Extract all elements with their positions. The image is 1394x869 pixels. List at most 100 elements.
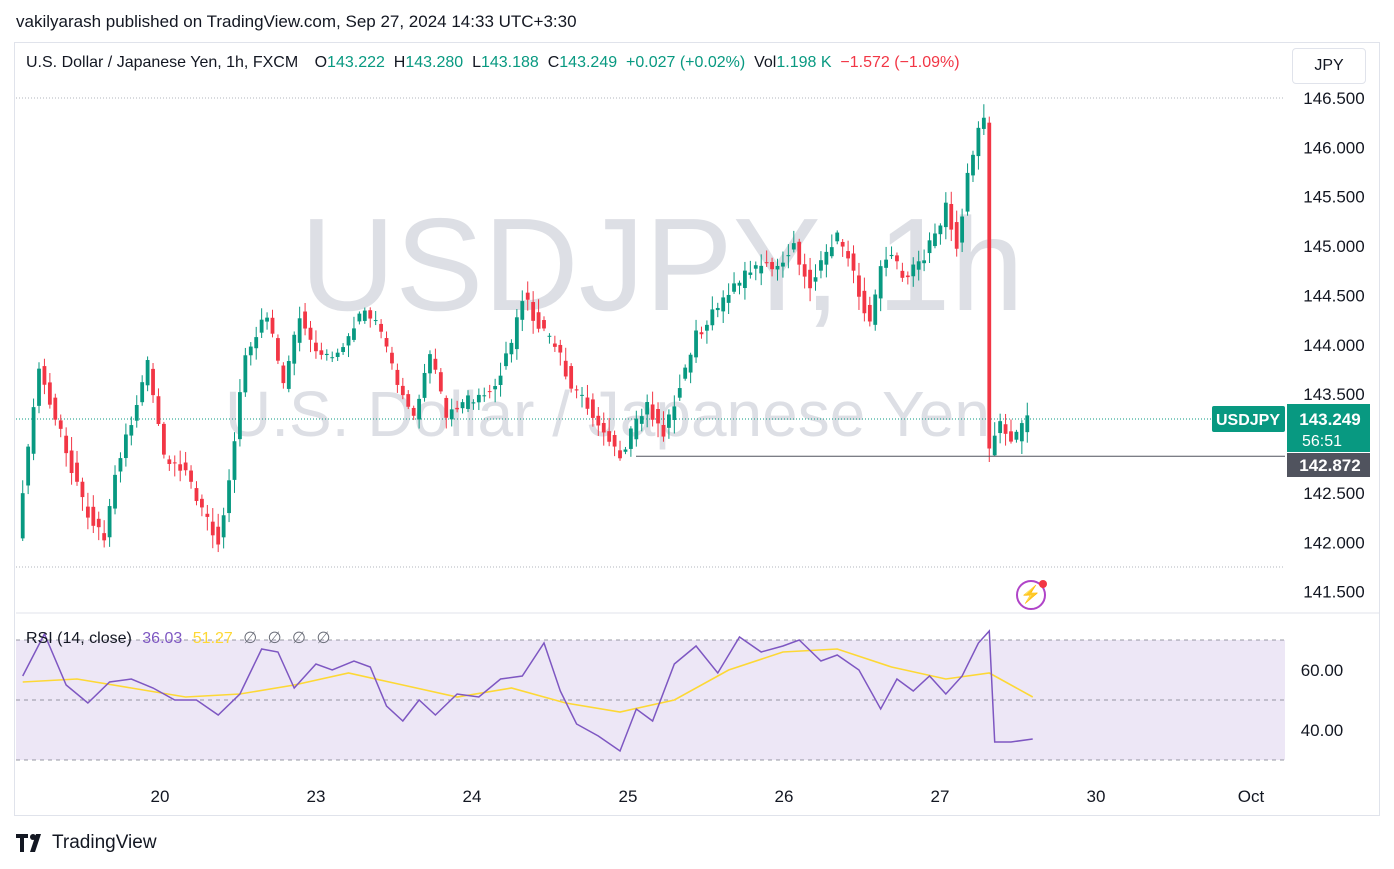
candle-body bbox=[487, 391, 492, 393]
price-axis-label: 145.500 bbox=[1303, 188, 1364, 207]
candle-body bbox=[330, 357, 335, 359]
low-price-tag bbox=[1287, 453, 1370, 477]
candle-body bbox=[878, 266, 883, 299]
candle-body bbox=[107, 506, 112, 538]
candle-body bbox=[151, 368, 155, 396]
candle-body bbox=[960, 216, 965, 243]
candle-body bbox=[563, 360, 568, 377]
flash-icon[interactable]: ⚡ bbox=[1016, 580, 1047, 610]
candle-body bbox=[520, 301, 525, 320]
candle-body bbox=[813, 277, 818, 282]
candle-body bbox=[96, 518, 101, 528]
candle-body bbox=[91, 506, 96, 526]
candle-body bbox=[580, 394, 584, 396]
candle-body bbox=[656, 409, 660, 424]
candle-body bbox=[259, 319, 264, 333]
candle-body bbox=[341, 347, 345, 352]
candle-body bbox=[922, 260, 927, 264]
legend-open-value: 143.222 bbox=[327, 54, 385, 71]
candle-body bbox=[976, 127, 981, 157]
candle-body bbox=[172, 462, 177, 464]
candle-body bbox=[525, 292, 530, 300]
candle-body bbox=[183, 462, 188, 471]
candle-body bbox=[770, 262, 774, 270]
rsi-axis-label: 40.00 bbox=[1301, 721, 1344, 740]
candle-body bbox=[221, 515, 226, 538]
candle-body bbox=[504, 353, 508, 367]
candle-body bbox=[319, 350, 324, 355]
candle-body bbox=[1009, 431, 1013, 442]
time-axis-label: 30 bbox=[1087, 787, 1106, 806]
candle-body bbox=[911, 264, 916, 277]
candle-body bbox=[362, 310, 367, 321]
candle-body bbox=[846, 251, 850, 259]
footer-brand: TradingView bbox=[52, 832, 157, 853]
candle-body bbox=[607, 431, 612, 442]
time-axis-label: 26 bbox=[775, 787, 794, 806]
candle-body bbox=[53, 397, 58, 420]
candle-body bbox=[981, 117, 986, 129]
candle-body bbox=[26, 446, 31, 486]
rsi-legend: RSI (14, close) 36.03 51.27 ∅ ∅ ∅ ∅ bbox=[26, 628, 330, 648]
time-axis-label: 25 bbox=[619, 787, 638, 806]
candle-body bbox=[390, 352, 394, 364]
candle-body bbox=[819, 260, 823, 271]
time-axis-label: 27 bbox=[931, 787, 950, 806]
candle-body bbox=[726, 294, 731, 303]
candle-body bbox=[835, 232, 840, 242]
candle-body bbox=[254, 337, 259, 349]
legend-volume-value: 1.198 K bbox=[776, 54, 832, 71]
rsi-na-2: ∅ bbox=[267, 630, 282, 647]
candle-body bbox=[156, 396, 161, 424]
candle-body bbox=[384, 338, 389, 347]
candle-body bbox=[552, 343, 557, 347]
candle-body bbox=[324, 353, 329, 356]
candle-body bbox=[683, 367, 688, 379]
candle-body bbox=[438, 372, 443, 392]
currency-button[interactable]: JPY bbox=[1292, 48, 1366, 84]
candle-body bbox=[677, 388, 682, 398]
candle-body bbox=[596, 415, 601, 426]
rsi-axis-label: 60.00 bbox=[1301, 661, 1344, 680]
candle-body bbox=[47, 382, 52, 405]
candle-body bbox=[569, 366, 574, 389]
candle-body bbox=[715, 307, 720, 311]
rsi-na-4: ∅ bbox=[316, 630, 331, 647]
candle-body bbox=[42, 366, 47, 385]
price-axis-label: 144.000 bbox=[1303, 336, 1364, 355]
candle-body bbox=[281, 365, 286, 384]
price-axis-label: 144.500 bbox=[1303, 286, 1364, 305]
candle-body bbox=[31, 407, 36, 454]
candle-body bbox=[227, 480, 231, 514]
candle-body bbox=[759, 265, 764, 274]
candle-body bbox=[889, 254, 894, 257]
countdown-label: 56:51 bbox=[1302, 433, 1342, 450]
watermark-symbol: USDJPY, 1h bbox=[300, 191, 1024, 338]
candle-body bbox=[618, 450, 622, 459]
candle-body bbox=[781, 262, 785, 267]
candle-body bbox=[943, 202, 948, 228]
candle-body bbox=[884, 259, 889, 268]
candlestick-series bbox=[20, 104, 1285, 553]
time-axis-label: 24 bbox=[463, 787, 482, 806]
candle-body bbox=[140, 382, 145, 403]
price-axis-label: 146.000 bbox=[1303, 138, 1364, 157]
candle-body bbox=[335, 352, 340, 357]
candle-body bbox=[857, 275, 861, 297]
candle-body bbox=[895, 255, 899, 262]
price-tags: USDJPY 143.249 56:51 142.872 bbox=[1212, 404, 1370, 477]
candle-body bbox=[666, 414, 671, 428]
price-axis-label: 142.500 bbox=[1303, 484, 1364, 503]
candle-body bbox=[1019, 423, 1024, 442]
candle-body bbox=[297, 318, 302, 343]
time-axis-label: 20 bbox=[151, 787, 170, 806]
candle-body bbox=[482, 395, 487, 397]
candle-body bbox=[732, 283, 736, 292]
time-axis-label: 23 bbox=[307, 787, 326, 806]
candle-body bbox=[460, 402, 465, 409]
candle-body bbox=[161, 423, 166, 455]
tradingview-footer[interactable]: TradingView bbox=[16, 832, 157, 854]
candle-body bbox=[449, 409, 454, 420]
grid-lines bbox=[16, 97, 1380, 614]
